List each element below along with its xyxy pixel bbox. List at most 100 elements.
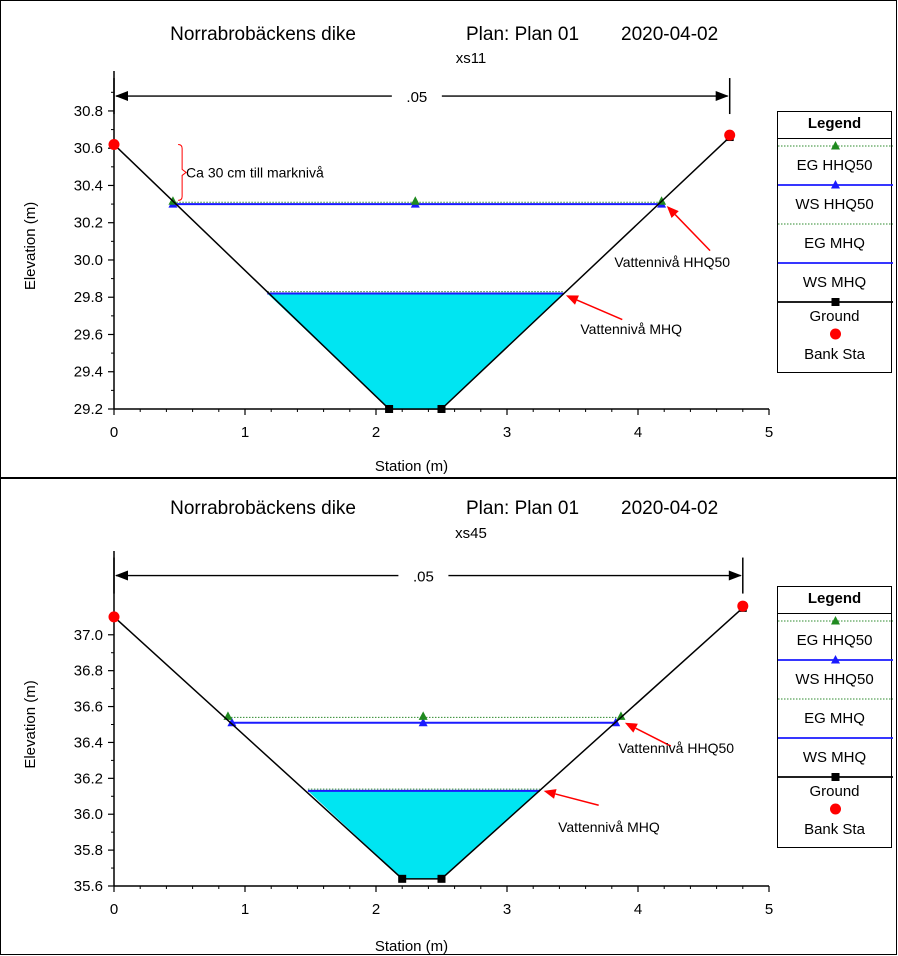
annotation-arrowhead <box>543 789 557 799</box>
legend-title: Legend <box>807 590 862 607</box>
y-tick-label: 30.4 <box>74 177 103 194</box>
ground-line <box>113 136 731 410</box>
legend-label-ws-mhq: WS MHQ <box>802 749 867 766</box>
legend-label-ground: Ground <box>809 783 860 800</box>
legend-box: Legend EG HHQ50 WS HHQ50 EG MHQ WS MHQ G… <box>777 111 893 373</box>
legend-box: Legend EG HHQ50 WS HHQ50 EG MHQ WS MHQ G… <box>777 586 893 848</box>
legend-label-eg-mhq: EG MHQ <box>804 235 865 252</box>
y-tick-label: 30.0 <box>74 252 103 269</box>
water-area-mhq <box>267 293 564 409</box>
x-tick-label: 4 <box>634 424 642 441</box>
x-axis-label: Station (m) <box>375 938 448 955</box>
eg-hhq50-marker <box>616 711 626 720</box>
y-tick-label: 36.6 <box>74 699 103 716</box>
y-tick-label: 36.8 <box>74 663 103 680</box>
x-tick-label: 0 <box>110 424 118 441</box>
y-tick-label: 30.2 <box>74 215 103 232</box>
title-plan: Plan: Plan 01 <box>466 498 579 519</box>
legend-swatch-marker <box>831 298 840 306</box>
y-tick-label: 35.8 <box>74 842 103 859</box>
legend-label-eg-mhq: EG MHQ <box>804 710 865 727</box>
ground-point <box>385 405 394 413</box>
title-plan: Plan: Plan 01 <box>466 24 579 45</box>
bank-station-marker <box>724 129 736 141</box>
x-tick-label: 3 <box>503 901 511 918</box>
title-date: 2020-04-02 <box>621 24 718 45</box>
legend-label-ws-hhq50: WS HHQ50 <box>795 196 874 213</box>
annotation-text: Vattennivå MHQ <box>580 321 682 337</box>
x-axis-label: Station (m) <box>375 458 448 475</box>
y-tick-label: 36.0 <box>74 806 103 823</box>
title-location: Norrabrobäckens dike <box>170 24 356 45</box>
y-tick-label: 36.4 <box>74 734 103 751</box>
annotation-arrow <box>555 793 599 806</box>
annotation-arrow <box>635 727 672 747</box>
legend-divider <box>778 613 891 614</box>
legend-label-eg-hhq50: EG HHQ50 <box>796 157 873 174</box>
eg-hhq50-marker <box>410 196 420 205</box>
manning-arrowhead <box>115 570 128 581</box>
chart-title: Norrabrobäckens dike Plan: Plan 01 2020-04… <box>170 498 718 519</box>
x-tick-label: 4 <box>634 901 642 918</box>
manning-arrowhead <box>715 91 729 102</box>
legend-swatch-marker <box>831 655 840 664</box>
y-tick-label: 30.8 <box>74 103 103 120</box>
legend-divider <box>778 138 891 139</box>
y-tick-label: 29.8 <box>74 289 103 306</box>
title-date: 2020-04-02 <box>621 498 718 519</box>
x-tick-label: 5 <box>765 424 773 441</box>
annotation-arrowhead <box>565 295 579 305</box>
annotation-text: Vattennivå MHQ <box>558 819 660 835</box>
water-area-mhq <box>307 790 540 879</box>
y-tick-label: 36.2 <box>74 770 103 787</box>
x-tick-label: 1 <box>241 424 249 441</box>
annotation-text: Ca 30 cm till marknivå <box>186 164 324 180</box>
x-tick-label: 1 <box>241 901 249 918</box>
x-tick-label: 2 <box>372 901 380 918</box>
chart-xs11: Norrabrobäckens dike Plan: Plan 01 2020-04… <box>22 24 773 475</box>
legend-swatches <box>778 616 893 815</box>
x-tick-label: 3 <box>503 424 511 441</box>
legend-swatches <box>778 141 893 340</box>
x-tick-label: 2 <box>372 424 380 441</box>
chart-subtitle: xs45 <box>455 525 487 542</box>
y-tick-label: 29.6 <box>74 326 103 343</box>
legend-label-bank-sta: Bank Sta <box>804 821 865 838</box>
annotation-arrow <box>576 299 623 321</box>
chart-panel-xs45: Norrabrobäckens dike Plan: Plan 01 2020-04… <box>0 478 897 955</box>
chart-title: Norrabrobäckens dike Plan: Plan 01 2020-04… <box>170 24 718 45</box>
y-axis-label: Elevation (m) <box>22 680 39 768</box>
ground-point <box>437 405 446 413</box>
bank-station-marker <box>108 611 120 623</box>
bank-station-marker <box>737 600 749 612</box>
legend-title: Legend <box>807 115 862 132</box>
y-tick-label: 37.0 <box>74 627 103 644</box>
chart-xs45: Norrabrobäckens dike Plan: Plan 01 2020-04… <box>22 498 773 955</box>
y-tick-label: 29.4 <box>74 364 103 381</box>
manning-n-label: .05 <box>406 89 427 106</box>
bank-station-marker <box>108 138 120 150</box>
legend-swatch-marker <box>831 180 840 189</box>
x-tick-label: 5 <box>765 901 773 918</box>
legend-swatch-marker <box>831 616 840 625</box>
x-tick-label: 0 <box>110 901 118 918</box>
annotation-text: Vattennivå HHQ50 <box>614 254 730 270</box>
manning-arrowhead <box>728 570 742 581</box>
chart-subtitle: xs11 <box>456 50 487 67</box>
manning-n-label: .05 <box>413 569 434 586</box>
legend-label-bank-sta: Bank Sta <box>804 346 865 363</box>
y-tick-label: 35.6 <box>74 878 103 895</box>
eg-hhq50-marker <box>418 711 428 720</box>
legend-swatch-marker <box>830 803 841 815</box>
ground-line <box>113 607 744 880</box>
title-location: Norrabrobäckens dike <box>170 498 356 519</box>
ground-point <box>398 874 407 883</box>
ground-point <box>437 874 446 883</box>
annotation-arrowhead <box>666 205 679 219</box>
y-tick-label: 29.2 <box>74 401 103 418</box>
legend-label-eg-hhq50: EG HHQ50 <box>796 632 873 649</box>
y-tick-label: 30.6 <box>74 140 103 157</box>
legend-label-ws-hhq50: WS HHQ50 <box>795 671 874 688</box>
legend-swatch-marker <box>830 328 841 340</box>
annotation-arrowhead <box>624 722 638 733</box>
